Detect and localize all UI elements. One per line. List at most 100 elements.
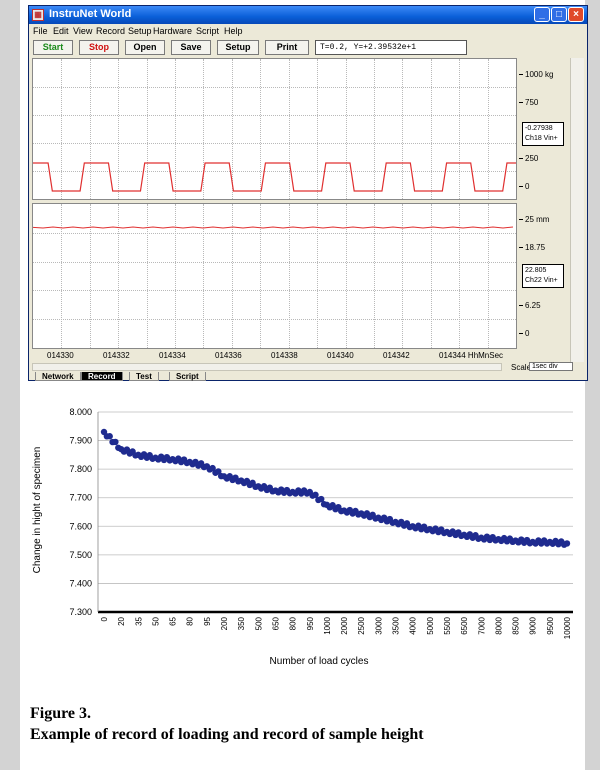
x-tick-label: 5500 <box>443 616 452 634</box>
x-tick-label: 8500 <box>512 616 521 634</box>
tab-test[interactable]: Test <box>129 372 159 381</box>
load-plot[interactable] <box>32 58 517 200</box>
data-point <box>112 438 119 446</box>
x-tick-label: 9500 <box>546 616 555 634</box>
chart-gridlines <box>97 411 573 614</box>
open-button[interactable]: Open <box>125 40 165 55</box>
menu-file[interactable]: File <box>33 26 48 36</box>
time-tick: 014330 <box>47 351 74 360</box>
cursor-readout: T=0.2, Y=+2.39532e+1 <box>315 40 467 55</box>
minimize-button[interactable]: _ <box>534 7 550 22</box>
y-tick-labels: 8.000 7.900 7.800 7.700 7.600 7.500 7.400 7.300 <box>69 407 92 617</box>
height-trace-line <box>33 226 514 229</box>
y-tick-label: 7.500 <box>69 550 92 560</box>
y-tick-label: 7.900 <box>69 436 92 446</box>
y-tick-label: 8.000 <box>69 407 92 417</box>
height-vs-cycles-chart: Change in hight of specimen Number of lo… <box>32 407 573 667</box>
x-tick-label: 7000 <box>477 616 486 634</box>
menu-record[interactable]: Record <box>96 26 126 36</box>
data-point <box>209 464 216 472</box>
close-button[interactable]: × <box>568 7 584 22</box>
time-tick: 014332 <box>103 351 130 360</box>
time-tick: 014340 <box>327 351 354 360</box>
y-tick-label: 7.600 <box>69 521 92 531</box>
menu-edit[interactable]: Edit <box>53 26 69 36</box>
menu-help[interactable]: Help <box>224 26 243 36</box>
vertical-scrollbar[interactable] <box>570 58 584 362</box>
toolbar: Start Stop Open Save Setup Print T=0.2, … <box>29 40 587 56</box>
scale-select[interactable]: 1sec div <box>529 362 573 371</box>
height-tick: 25 mm <box>519 215 549 224</box>
x-tick-label: 3000 <box>374 616 383 634</box>
x-tick-label: 950 <box>306 616 315 630</box>
horizontal-scrollbar[interactable] <box>29 363 587 372</box>
height-plot[interactable] <box>32 203 517 349</box>
data-point <box>318 495 325 503</box>
x-tick-label: 65 <box>169 616 178 625</box>
load-axis: 1000 kg 750 250 0 <box>519 58 569 200</box>
height-value: 22.805 <box>525 267 547 274</box>
figure-caption: Figure 3. Example of record of loading a… <box>30 703 424 745</box>
x-tick-label: 35 <box>134 616 143 625</box>
tab-script[interactable]: Script <box>169 372 206 381</box>
y-tick-label: 7.300 <box>69 607 92 617</box>
data-point <box>215 468 222 475</box>
title-bar[interactable]: ▦ InstruNet World _ □ × <box>29 6 587 24</box>
app-icon: ▦ <box>32 9 44 21</box>
load-tick: 1000 kg <box>519 70 553 79</box>
time-axis: 014330 014332 014334 014336 014338 01434… <box>29 351 587 362</box>
x-tick-label: 8000 <box>494 616 503 634</box>
save-button[interactable]: Save <box>171 40 211 55</box>
x-tick-label: 0 <box>100 616 109 621</box>
load-tick: 750 <box>519 98 538 107</box>
y-axis-label: Change in hight of specimen <box>32 447 43 574</box>
x-tick-label: 9000 <box>529 616 538 634</box>
data-point <box>563 540 571 547</box>
height-tick: 0 <box>519 329 529 338</box>
y-tick-label: 7.800 <box>69 464 92 474</box>
load-tick: 250 <box>519 154 538 163</box>
x-tick-label: 4000 <box>409 616 418 634</box>
height-trace <box>33 226 514 229</box>
start-button[interactable]: Start <box>33 40 73 55</box>
print-button[interactable]: Print <box>265 40 309 55</box>
height-axis: 25 mm 18.75 6.25 0 <box>519 203 569 349</box>
height-tick: 18.75 <box>519 243 545 252</box>
tab-record[interactable]: Record <box>81 372 123 381</box>
menu-setup[interactable]: Setup <box>128 26 152 36</box>
menu-view[interactable]: View <box>73 26 93 36</box>
stop-button[interactable]: Stop <box>79 40 119 55</box>
load-trace-line <box>33 162 516 192</box>
load-channel: Ch18 Vin+ <box>525 135 558 142</box>
x-tick-label: 2500 <box>357 616 366 634</box>
menu-script[interactable]: Script <box>196 26 220 36</box>
x-tick-label: 200 <box>220 616 229 630</box>
x-axis-label: Number of load cycles <box>270 656 369 667</box>
scale-label: Scale <box>511 363 532 372</box>
menu-bar: File Edit View Record Setup Hardware Scr… <box>29 25 587 39</box>
y-tick-label: 7.700 <box>69 493 92 503</box>
figure-number: Figure 3. <box>30 705 92 722</box>
x-tick-label: 1000 <box>323 616 332 634</box>
tab-network[interactable]: Network <box>35 372 81 381</box>
load-tick: 0 <box>519 182 529 191</box>
height-value-box: 22.805 Ch22 Vin+ <box>522 264 564 288</box>
x-tick-label: 800 <box>289 616 298 630</box>
x-tick-label: 5000 <box>426 616 435 634</box>
maximize-button[interactable]: □ <box>551 7 567 22</box>
x-tick-labels: 0 20 35 50 65 80 95 200 350 500 650 800 950 1000 2000 2… <box>100 616 572 639</box>
x-tick-label: 3500 <box>392 616 401 634</box>
data-points <box>100 428 571 548</box>
menu-hardware[interactable]: Hardware <box>153 26 193 36</box>
x-tick-label: 350 <box>237 616 246 630</box>
x-tick-label: 10000 <box>563 616 572 639</box>
tab-bar: Network Record Test Script <box>29 372 587 381</box>
x-tick-label: 650 <box>271 616 280 630</box>
data-point <box>106 433 113 440</box>
time-tick: 014336 <box>215 351 242 360</box>
height-tick: 6.25 <box>519 301 541 310</box>
x-tick-label: 500 <box>254 616 263 630</box>
setup-button[interactable]: Setup <box>217 40 259 55</box>
time-tick: 014344 HhMnSec <box>439 351 504 360</box>
time-tick: 014334 <box>159 351 186 360</box>
